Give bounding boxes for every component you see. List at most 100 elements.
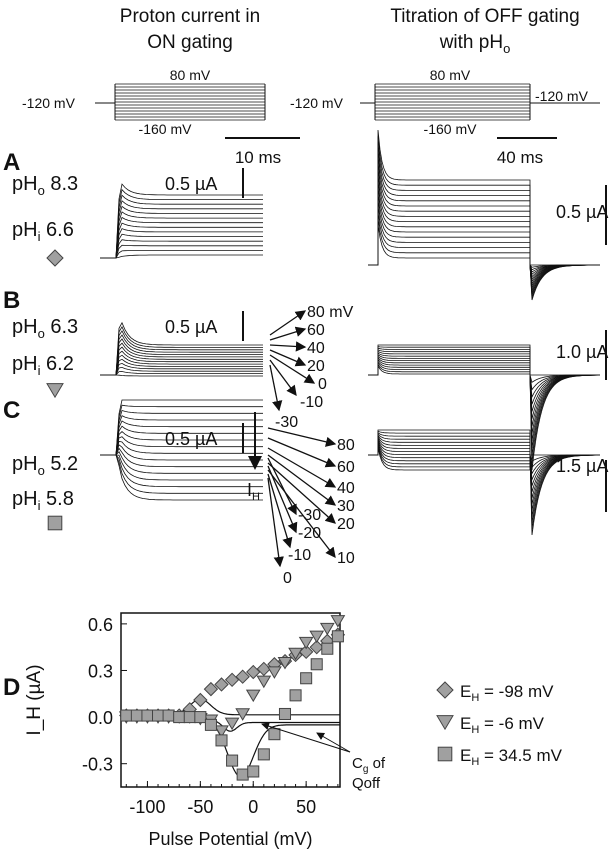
voltage-arrow (267, 473, 293, 549)
data-point-square (130, 709, 143, 722)
voltage-arrow (269, 349, 307, 367)
data-point-square (120, 709, 133, 722)
legend-marker-square (437, 746, 453, 762)
title-right-line2: with pHo (439, 32, 511, 56)
phi-label: pHi 6.6 (12, 219, 74, 244)
current-trace (100, 454, 263, 488)
pho-label: pHo 8.3 (12, 173, 78, 198)
current-trace (100, 326, 263, 376)
protocol-right-top: 80 mV (430, 67, 471, 83)
y-axis-label: I_H (µA) (24, 664, 45, 735)
title-left-line1: Proton current in (120, 6, 260, 27)
current-trace (100, 430, 263, 456)
current-scale-left: 0.5 µA (165, 429, 217, 449)
voltage-arrow (269, 359, 297, 397)
current-trace (100, 222, 263, 259)
voltage-arrow (267, 437, 337, 468)
current-trace (100, 454, 263, 494)
text-span: 6.6 (40, 219, 73, 241)
text-span: pH (12, 488, 38, 510)
y-tick-label: 0.3 (88, 661, 113, 681)
phi-label: pHi 5.8 (12, 488, 74, 513)
panel-letter-d: D (3, 674, 20, 701)
time-scale-right: 40 ms (497, 148, 543, 167)
text-span: of (368, 755, 386, 772)
data-point-square (300, 672, 313, 685)
annotation-arrow (261, 722, 351, 753)
voltage-arrow-label: 80 mV (307, 304, 354, 321)
current-trace (368, 430, 600, 529)
voltage-arrow (269, 326, 307, 341)
text-span: H (471, 692, 479, 704)
plot-frame (120, 612, 341, 788)
ih-label-sub: H (252, 491, 260, 503)
current-trace (100, 216, 263, 259)
voltage-arrow (267, 462, 336, 524)
current-trace (100, 330, 263, 376)
voltage-arrow-label: 80 (337, 437, 355, 454)
current-trace (100, 362, 263, 376)
data-point-square (278, 707, 292, 721)
x-axis-label: Pulse Potential (mV) (148, 829, 312, 849)
legend-label: EH = 34.5 mV (460, 746, 563, 768)
current-trace (368, 224, 600, 266)
current-trace (100, 334, 263, 376)
text-span: o (38, 183, 45, 198)
voltage-arrow (267, 469, 336, 559)
voltage-arrow (267, 477, 284, 568)
current-trace (368, 344, 600, 471)
text-span: E (460, 746, 471, 765)
data-point-diamond (193, 692, 208, 708)
text-span: C (352, 755, 363, 772)
data-point-square (321, 642, 334, 655)
annotation-cg: Cg of (352, 755, 386, 775)
data-point-triangle (267, 666, 282, 679)
data-point-square (310, 658, 323, 671)
panel-d-chart: I_H (µA) -100 -50 0 50 -0.3 0.0 0.3 0.6 Pulse Po… (24, 612, 563, 849)
data-point-triangle (309, 630, 325, 644)
title-right-line1: Titration of OFF gating (390, 6, 579, 27)
text-span: = 34.5 mV (479, 746, 562, 765)
square-marker-icon (47, 515, 63, 531)
current-trace (100, 399, 263, 456)
data-point-square (194, 711, 207, 724)
current-trace (100, 239, 263, 259)
voltage-arrow-label: 60 (337, 459, 355, 476)
current-trace (368, 155, 600, 291)
protocol-right-hold: -120 mV (290, 95, 344, 111)
y-tick-label: -0.3 (82, 755, 113, 775)
voltage-arrow-label: -30 (275, 414, 298, 431)
current-trace (368, 360, 600, 399)
data-point-triangle (235, 708, 251, 721)
current-trace (100, 244, 263, 259)
data-point-square (289, 689, 302, 702)
text-span: pH (12, 453, 38, 475)
panel-letter-a: A (3, 149, 20, 176)
current-trace (100, 200, 263, 259)
current-trace (100, 183, 263, 259)
data-point-diamond (214, 677, 229, 692)
voltage-arrow-label: -30 (298, 507, 321, 524)
current-traces (100, 129, 601, 536)
current-trace (100, 338, 263, 376)
text-span: pH (12, 316, 38, 338)
annotation-qoff: Qoff (352, 775, 381, 792)
voltage-protocol-right: 80 mV -120 mV -120 mV -160 mV 40 ms (290, 67, 600, 167)
data-point-square (215, 734, 228, 747)
panel-letter-b: B (3, 287, 20, 314)
current-trace (100, 425, 263, 456)
current-trace (100, 250, 263, 259)
ih-arrow-head (248, 456, 262, 470)
voltage-arrow-label: -10 (300, 394, 323, 411)
current-scale-left: 0.5 µA (165, 317, 217, 337)
text-span: g (363, 764, 369, 775)
current-trace (100, 366, 263, 376)
current-scale-right: 1.5 µA (556, 456, 608, 476)
triangle-marker-icon (46, 383, 64, 399)
x-tick-label: -100 (129, 797, 165, 817)
current-scale-right: 1.0 µA (556, 342, 608, 362)
current-trace (100, 410, 263, 456)
text-span: = -6 mV (479, 714, 544, 733)
